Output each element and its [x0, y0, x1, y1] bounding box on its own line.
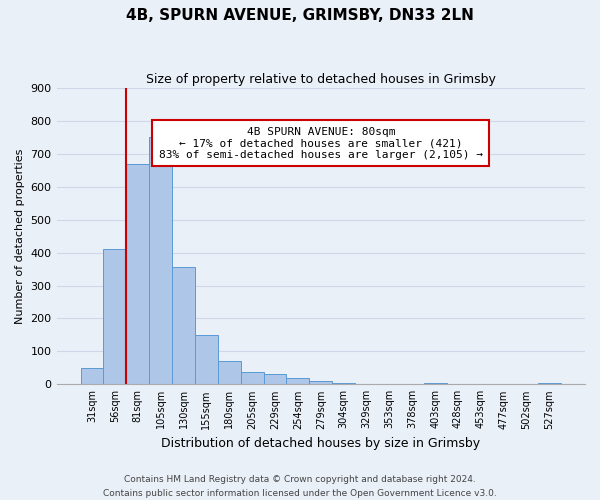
Text: Contains HM Land Registry data © Crown copyright and database right 2024.
Contai: Contains HM Land Registry data © Crown c…: [103, 476, 497, 498]
Bar: [538, 382, 561, 384]
Bar: [218, 362, 241, 384]
Text: 4B, SPURN AVENUE, GRIMSBY, DN33 2LN: 4B, SPURN AVENUE, GRIMSBY, DN33 2LN: [126, 8, 474, 22]
Bar: [127, 164, 149, 384]
Bar: [195, 335, 218, 384]
Y-axis label: Number of detached properties: Number of detached properties: [15, 148, 25, 324]
Bar: [80, 368, 103, 384]
Bar: [263, 374, 286, 384]
Bar: [241, 372, 263, 384]
Bar: [310, 381, 332, 384]
Bar: [424, 382, 446, 384]
Bar: [103, 250, 127, 384]
Bar: [332, 382, 355, 384]
Title: Size of property relative to detached houses in Grimsby: Size of property relative to detached ho…: [146, 72, 496, 86]
Bar: [286, 378, 310, 384]
Bar: [149, 138, 172, 384]
X-axis label: Distribution of detached houses by size in Grimsby: Distribution of detached houses by size …: [161, 437, 481, 450]
Bar: [172, 268, 195, 384]
Text: 4B SPURN AVENUE: 80sqm
← 17% of detached houses are smaller (421)
83% of semi-de: 4B SPURN AVENUE: 80sqm ← 17% of detached…: [159, 126, 483, 160]
